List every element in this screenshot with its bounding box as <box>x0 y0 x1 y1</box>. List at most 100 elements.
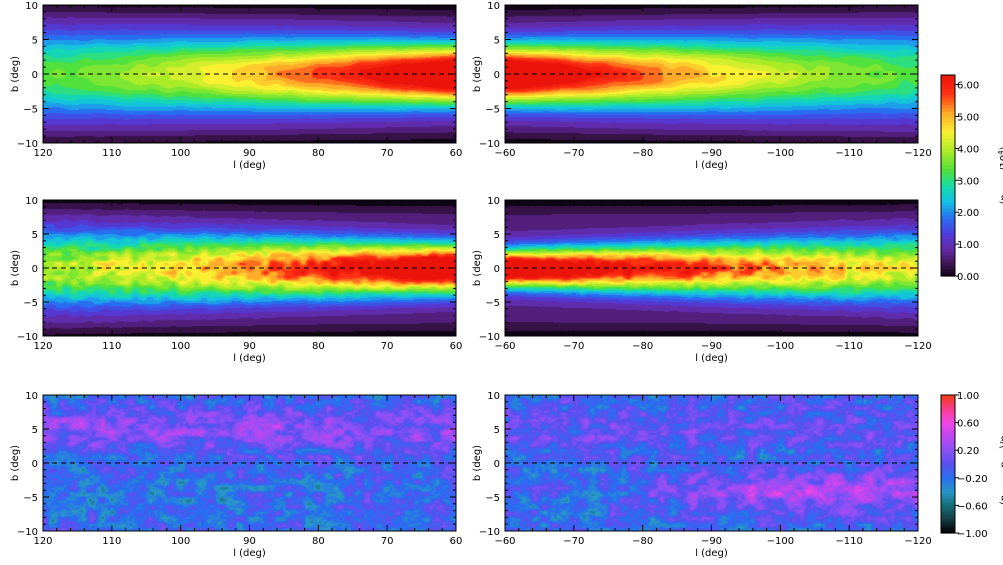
y-tick-label: −5 <box>23 298 38 309</box>
x-tick-label: 60 <box>450 536 463 547</box>
y-tick-label: −10 <box>479 332 500 343</box>
x-tick-label: −120 <box>904 536 931 547</box>
y-tick-label: 10 <box>487 391 500 402</box>
x-tick-label: −80 <box>632 148 653 159</box>
x-tick-label: 100 <box>171 341 190 352</box>
x-tick-label: −80 <box>632 341 653 352</box>
x-tick-label: −90 <box>701 341 722 352</box>
colorbar-tick-label: 1.00 <box>957 240 979 251</box>
x-tick-label: −110 <box>835 341 862 352</box>
colorbar-tick-label: 1.00 <box>957 391 979 402</box>
colorbar-tick-label: 4.00 <box>957 144 979 155</box>
panel-row2-right: −60 −70 −80 −90 −100 −110 −120 10 5 0 −5 −10 l (deg)… <box>472 196 932 364</box>
x-tick-label: −110 <box>835 536 862 547</box>
colorbar-tick-label: 5.00 <box>957 112 979 123</box>
x-axis-label: l (deg) <box>695 160 728 171</box>
x-tick-label: 110 <box>102 341 121 352</box>
x-axis-label: l (deg) <box>695 353 728 364</box>
x-tick-label: −100 <box>767 341 794 352</box>
x-axis-label: l (deg) <box>233 160 266 171</box>
panel-row1-right: −60 −70 −80 −90 −100 −110 −120 10 5 0 −5 −10 l (deg)… <box>472 1 932 171</box>
y-tick-label: 5 <box>494 425 500 436</box>
x-tick-label: −120 <box>904 341 931 352</box>
y-tick-label: −5 <box>485 493 500 504</box>
colorbar-1: 6.00 5.00 4.00 3.00 2.00 1.00 0.00 (nsource/104… <box>940 74 1003 283</box>
y-tick-label: −5 <box>485 105 500 116</box>
y-tick-label: 5 <box>494 36 500 47</box>
y-axis-label: b (deg) <box>472 250 483 286</box>
x-tick-label: −80 <box>632 536 653 547</box>
x-tick-label: 90 <box>243 536 256 547</box>
y-tick-label: −10 <box>479 527 500 538</box>
colorbar-label: (nmod −nobs)/nobs <box>999 423 1003 505</box>
x-tick-label: 100 <box>171 536 190 547</box>
x-tick-label: 120 <box>33 148 52 159</box>
x-tick-label: −120 <box>904 148 931 159</box>
y-tick-label: 10 <box>487 196 500 207</box>
y-axis-label: b (deg) <box>472 445 483 481</box>
y-tick-label: −5 <box>485 298 500 309</box>
y-tick-label: 10 <box>487 1 500 12</box>
x-tick-label: 90 <box>243 148 256 159</box>
x-tick-label: 80 <box>312 341 325 352</box>
x-tick-label: −100 <box>767 148 794 159</box>
x-axis-label: l (deg) <box>233 548 266 559</box>
y-tick-label: −10 <box>17 332 38 343</box>
y-tick-label: 10 <box>25 391 38 402</box>
x-tick-label: 90 <box>243 341 256 352</box>
y-tick-label: 0 <box>32 459 38 470</box>
y-axis-label: b (deg) <box>472 56 483 92</box>
panel-row3-left: 120 110 100 90 80 70 60 10 5 0 −5 −10 l (deg) b (deg) <box>10 391 462 559</box>
y-axis-label: b (deg) <box>10 445 21 481</box>
x-tick-label: −60 <box>494 341 515 352</box>
y-tick-label: −10 <box>479 139 500 150</box>
y-tick-label: −5 <box>23 493 38 504</box>
colorbar-tick-label: 0.20 <box>957 446 979 457</box>
x-axis-label: l (deg) <box>695 548 728 559</box>
y-tick-label: 5 <box>32 36 38 47</box>
y-tick-label: 0 <box>494 264 500 275</box>
colorbar-tick-label: 6.00 <box>957 81 979 92</box>
x-tick-label: 80 <box>312 536 325 547</box>
x-tick-label: −70 <box>563 536 584 547</box>
x-tick-label: 60 <box>450 148 463 159</box>
colorbar-2: 1.00 0.60 0.20 −0.20 −0.60 −1.00 (nmod −nobs)/… <box>940 391 1003 540</box>
colorbar-tick-label: 0.00 <box>957 272 979 283</box>
x-tick-label: −100 <box>767 536 794 547</box>
x-tick-label: 120 <box>33 341 52 352</box>
x-tick-label: −90 <box>701 536 722 547</box>
x-tick-label: 100 <box>171 148 190 159</box>
y-tick-label: 5 <box>494 230 500 241</box>
colorbar-label: (nsource/104) <box>997 146 1003 204</box>
x-tick-label: −90 <box>701 148 722 159</box>
panel-row3-right: −60 −70 −80 −90 −100 −110 −120 10 5 0 −5 −10 l (deg)… <box>472 391 932 559</box>
colorbar-frame <box>940 74 956 277</box>
x-tick-label: 70 <box>381 536 394 547</box>
x-tick-label: −60 <box>494 148 515 159</box>
y-tick-label: −10 <box>17 527 38 538</box>
y-tick-label: 5 <box>32 230 38 241</box>
x-tick-label: −60 <box>494 536 515 547</box>
y-tick-label: −10 <box>17 139 38 150</box>
x-tick-label: −70 <box>563 148 584 159</box>
x-tick-label: −70 <box>563 341 584 352</box>
colorbar-tick-label: −0.20 <box>957 474 988 485</box>
colorbar-tick-label: 3.00 <box>957 176 979 187</box>
colorbar-frame <box>940 394 956 534</box>
colorbar-tick-label: −0.60 <box>957 501 988 512</box>
colorbar-tick-label: 2.00 <box>957 208 979 219</box>
colorbar-tick-label: 0.60 <box>957 419 979 430</box>
y-tick-label: 10 <box>25 196 38 207</box>
x-tick-label: 60 <box>450 341 463 352</box>
y-tick-label: 0 <box>32 264 38 275</box>
colorbar-tick-label: −1.00 <box>957 529 988 540</box>
panel-row1-left: 120 110 100 90 80 70 60 10 5 0 −5 −10 l (deg) b (deg) <box>10 1 462 171</box>
y-tick-label: 10 <box>25 1 38 12</box>
y-tick-label: −5 <box>23 105 38 116</box>
y-tick-label: 5 <box>32 425 38 436</box>
x-tick-label: −110 <box>835 148 862 159</box>
x-tick-label: 110 <box>102 148 121 159</box>
y-axis-label: b (deg) <box>10 250 21 286</box>
x-tick-label: 110 <box>102 536 121 547</box>
